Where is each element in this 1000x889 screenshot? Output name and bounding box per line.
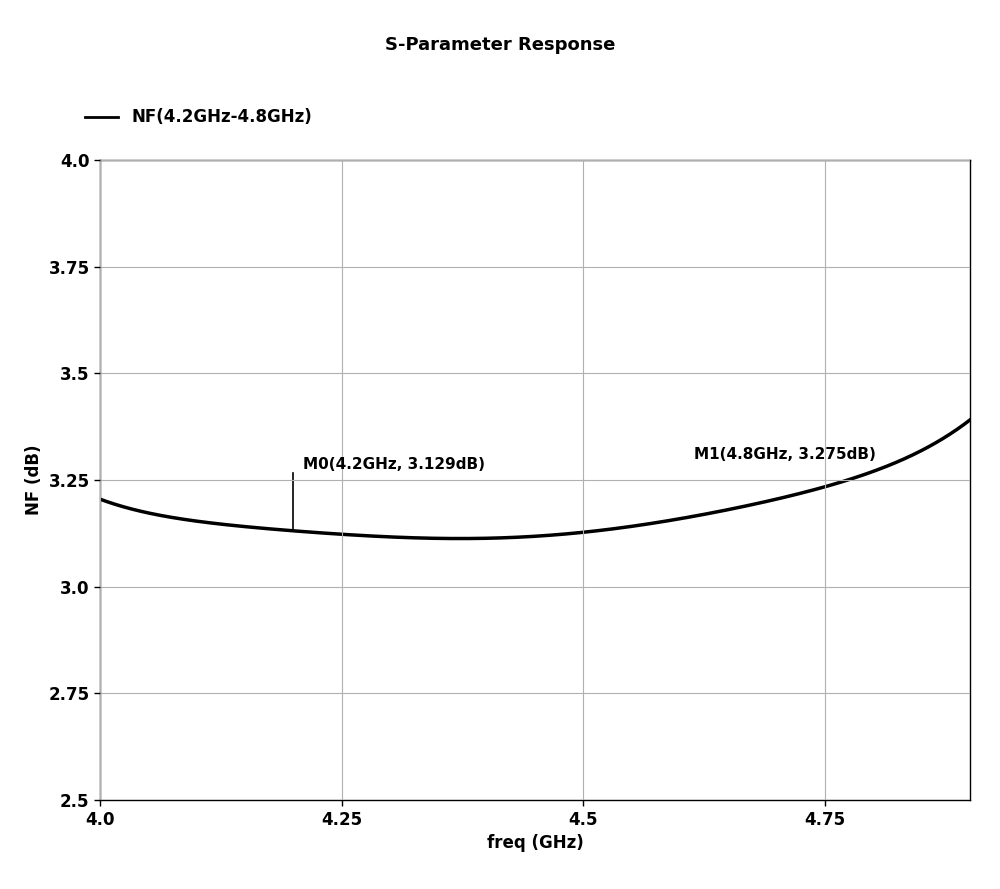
Text: M0(4.2GHz, 3.129dB): M0(4.2GHz, 3.129dB)	[303, 457, 485, 472]
Text: S-Parameter Response: S-Parameter Response	[385, 36, 615, 53]
X-axis label: freq (GHz): freq (GHz)	[487, 834, 583, 852]
Text: M1(4.8GHz, 3.275dB): M1(4.8GHz, 3.275dB)	[694, 446, 876, 461]
Legend: NF(4.2GHz-4.8GHz): NF(4.2GHz-4.8GHz)	[78, 101, 319, 133]
Y-axis label: NF (dB): NF (dB)	[25, 444, 43, 516]
